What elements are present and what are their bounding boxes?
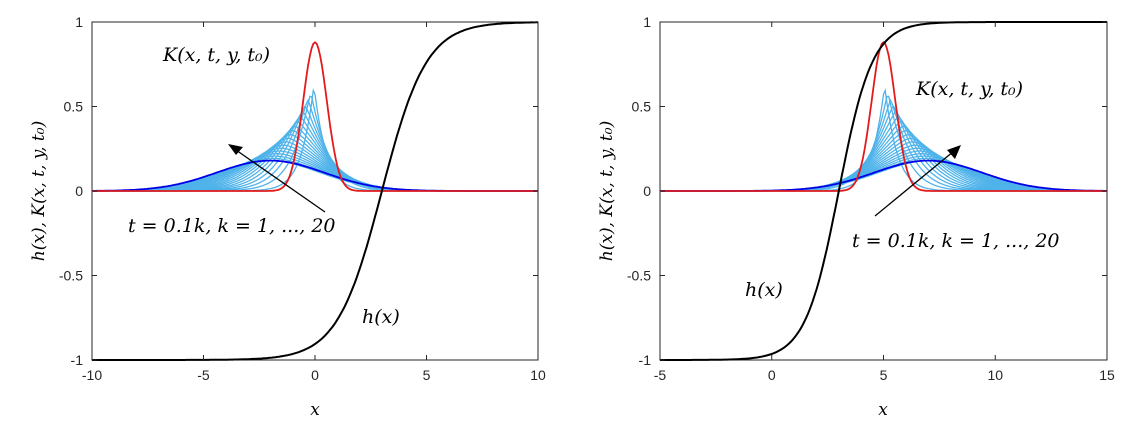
h-curve xyxy=(92,21,538,361)
kernel-family-curve xyxy=(660,152,1107,192)
kernel-family-curve xyxy=(92,110,538,192)
y-tick-label: -0.5 xyxy=(59,268,83,284)
kernel-family-curve xyxy=(92,159,538,192)
x-tick-label: 10 xyxy=(987,367,1003,383)
kernel-initial-curve xyxy=(92,41,538,192)
kernel-final-curve xyxy=(92,159,538,192)
right-time-arrow xyxy=(874,145,961,217)
kernel-family-curve xyxy=(660,110,1107,192)
x-tick-label: -5 xyxy=(197,367,210,383)
y-tick-label: 0.5 xyxy=(632,99,652,115)
h-curve xyxy=(660,21,1107,361)
right-y-ticks: -1 -0.5 0 0.5 1 xyxy=(627,14,1107,368)
right-y-axis-label: h(x), K(x, t, y, t₀) xyxy=(597,121,617,261)
right-x-axis-label: x xyxy=(878,400,888,420)
kernel-family-curve xyxy=(92,155,538,192)
right-time-label: t = 0.1k, k = 1, ..., 20 xyxy=(852,230,1060,252)
kernel-family-curve xyxy=(92,88,538,192)
kernel-family-curve xyxy=(660,157,1107,192)
left-h-label: h(x) xyxy=(362,306,400,328)
kernel-family-curve xyxy=(660,159,1107,192)
left-y-axis-label: h(x), K(x, t, y, t₀) xyxy=(29,121,49,261)
left-time-label: t = 0.1k, k = 1, ..., 20 xyxy=(128,215,336,237)
x-tick-label: 0 xyxy=(768,367,776,383)
right-x-ticks: -5 0 5 10 15 xyxy=(654,22,1115,383)
x-tick-label: 10 xyxy=(530,367,546,383)
left-chart-panel: -10 -5 0 5 10 -1 -0.5 0 0.5 1 x h(x), K(x, t, y,… xyxy=(29,14,546,420)
kernel-family-curve xyxy=(660,155,1107,192)
y-tick-label: -1 xyxy=(639,352,652,368)
x-tick-label: 5 xyxy=(423,367,431,383)
right-chart-panel: -5 0 5 10 15 -1 -0.5 0 0.5 1 x h(x), K(x, t, y, … xyxy=(597,14,1115,420)
y-tick-label: 1 xyxy=(75,14,83,30)
y-tick-label: 0 xyxy=(643,183,651,199)
x-tick-label: -10 xyxy=(82,367,102,383)
kernel-family-curve xyxy=(660,88,1107,192)
x-tick-label: -5 xyxy=(654,367,667,383)
x-tick-label: 15 xyxy=(1099,367,1115,383)
kernel-initial-curve xyxy=(660,41,1107,192)
x-tick-label: 5 xyxy=(880,367,888,383)
right-h-label: h(x) xyxy=(745,279,783,301)
kernel-family-curve xyxy=(92,157,538,192)
left-y-ticks: -1 -0.5 0 0.5 1 xyxy=(59,14,538,368)
kernel-family-curve xyxy=(92,152,538,192)
left-kernel-label: K(x, t, y, t₀) xyxy=(162,44,270,66)
left-plot-curves xyxy=(92,21,538,361)
y-tick-label: 0.5 xyxy=(64,99,84,115)
left-time-arrow xyxy=(228,144,326,213)
kernel-family-curve xyxy=(660,120,1107,192)
right-plot-curves xyxy=(660,21,1107,361)
y-tick-label: 1 xyxy=(643,14,651,30)
y-tick-label: -1 xyxy=(71,352,84,368)
right-kernel-label: K(x, t, y, t₀) xyxy=(915,78,1023,100)
left-x-axis-label: x xyxy=(310,400,320,420)
y-tick-label: 0 xyxy=(75,183,83,199)
left-x-ticks: -10 -5 0 5 10 xyxy=(82,22,546,383)
y-tick-label: -0.5 xyxy=(627,268,651,284)
kernel-final-curve xyxy=(660,159,1107,192)
kernel-family-curve xyxy=(92,120,538,192)
x-tick-label: 0 xyxy=(311,367,319,383)
